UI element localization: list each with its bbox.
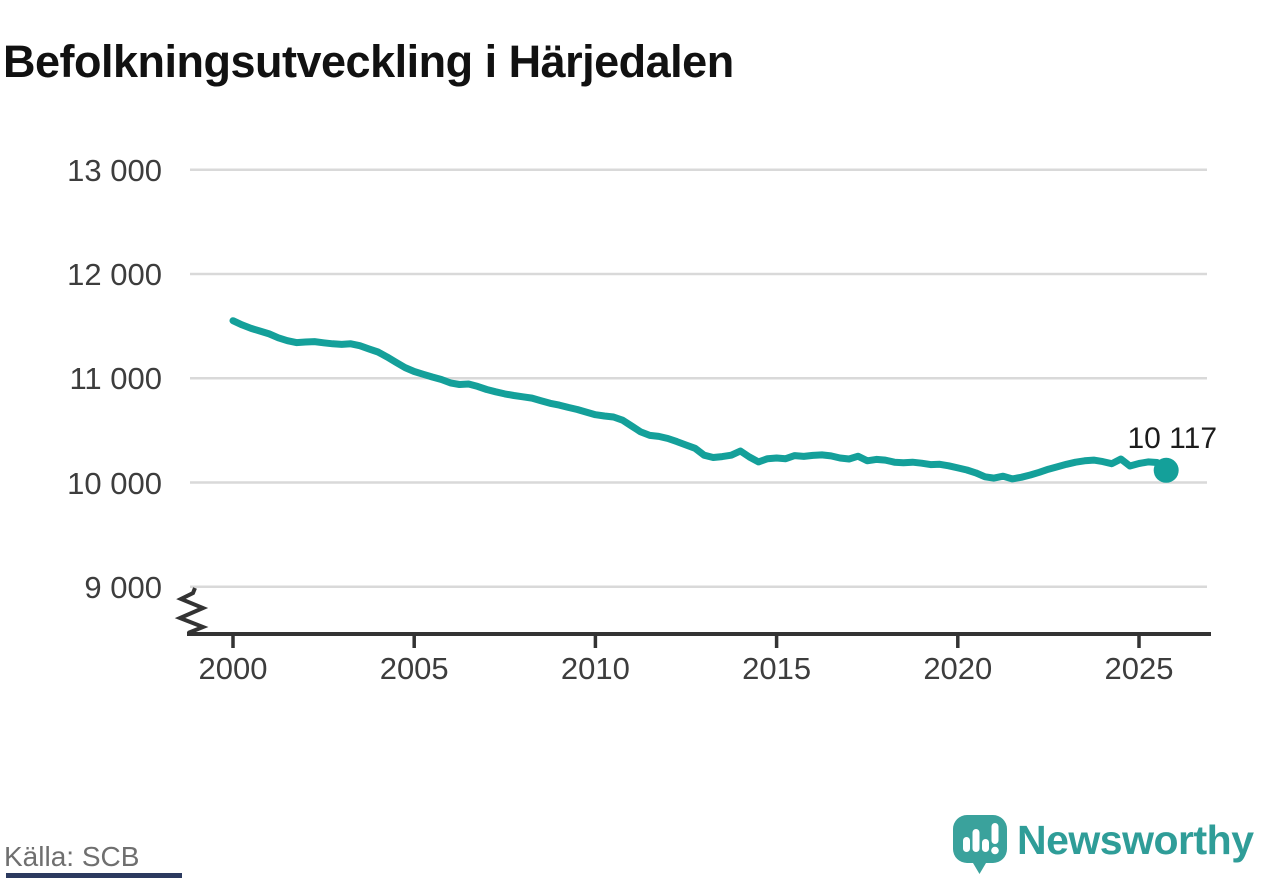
- x-tick-label: 2010: [560, 651, 630, 686]
- newsworthy-logo-text: Newsworthy: [1017, 817, 1254, 863]
- x-tick-label: 2005: [379, 651, 449, 686]
- source-note: Källa: SCB: [4, 841, 140, 872]
- y-tick-label: 11 000: [69, 361, 162, 397]
- x-tick-label: 2015: [742, 651, 812, 686]
- x-tick-label: 2025: [1104, 651, 1174, 686]
- newsworthy-speech-bubble-bar-chart-icon: [953, 815, 1007, 874]
- population-line: [229, 317, 1170, 483]
- y-tick-label: 9 000: [84, 569, 162, 605]
- x-tick-label: 2020: [923, 651, 993, 686]
- y-tick-label: 12 000: [67, 257, 162, 292]
- y-tick-label: 13 000: [67, 152, 162, 188]
- last-value-label: 10 117: [1127, 422, 1217, 455]
- newsworthy-logo: Newsworthy: [953, 815, 1259, 877]
- y-axis-break-icon: [174, 587, 209, 635]
- y-tick-label: 10 000: [67, 465, 162, 501]
- bottom-accent-bar: [6, 873, 182, 878]
- chart-title: Befolkningsutveckling i Härjedalen: [3, 36, 734, 88]
- x-tick-label: 2000: [198, 651, 268, 686]
- last-value-dot: [1153, 457, 1179, 483]
